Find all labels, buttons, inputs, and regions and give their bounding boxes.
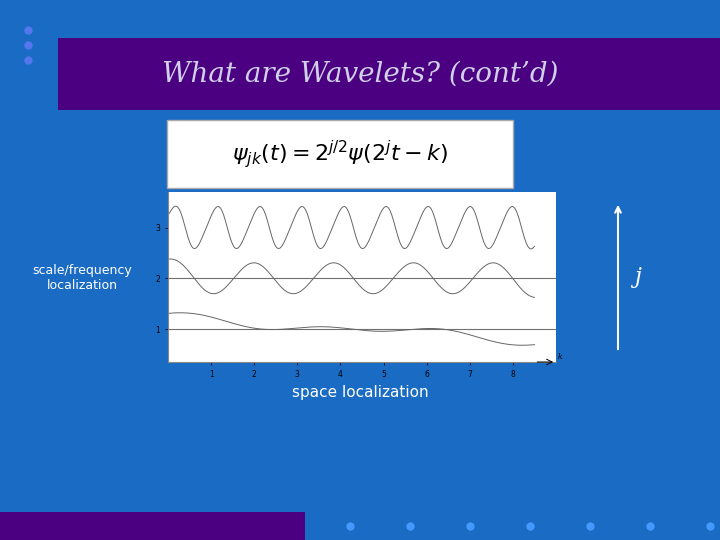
Text: j: j <box>634 266 641 288</box>
FancyBboxPatch shape <box>167 120 513 188</box>
FancyBboxPatch shape <box>0 512 305 540</box>
Text: k: k <box>558 353 563 361</box>
Text: space localization: space localization <box>292 384 428 400</box>
Text: What are Wavelets? (cont’d): What are Wavelets? (cont’d) <box>162 60 558 87</box>
Text: scale/frequency
localization: scale/frequency localization <box>32 264 132 292</box>
FancyBboxPatch shape <box>58 38 720 110</box>
Text: $\psi_{jk}(t) = 2^{j/2}\psi\left(2^j t - k\right)$: $\psi_{jk}(t) = 2^{j/2}\psi\left(2^j t -… <box>232 138 448 170</box>
